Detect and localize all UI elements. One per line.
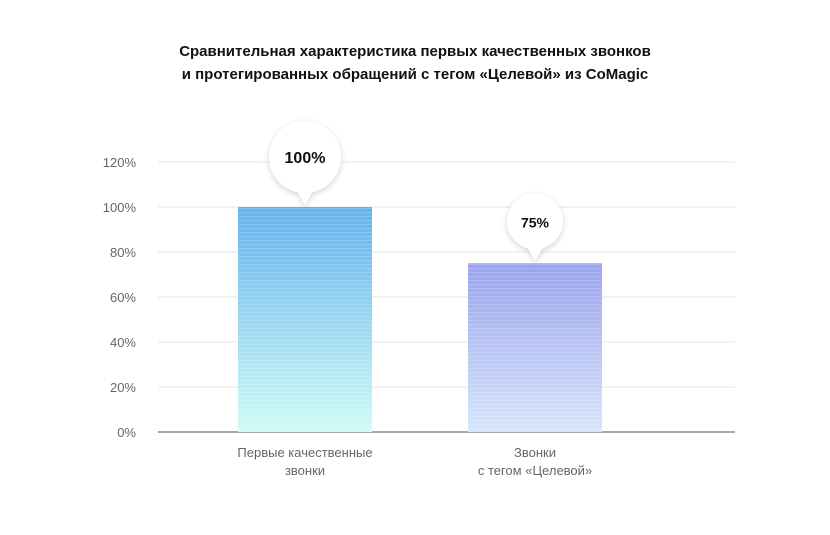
data-label: 100% [285, 150, 326, 167]
data-label-bubble [507, 193, 563, 262]
bubble-circle [269, 121, 341, 193]
bubble-pointer [296, 189, 314, 205]
grid-layer: 0% 20% 40% 60% 80% 100% 120% [103, 155, 735, 440]
y-tick-label: 80% [110, 245, 136, 260]
y-tick-label: 100% [103, 200, 137, 215]
chart-title: Сравнительная характеристика первых каче… [0, 40, 830, 86]
y-tick-label: 40% [110, 335, 136, 350]
chart-title-line-2: и протегированных обращений с тегом «Цел… [181, 66, 649, 83]
label-layer: Первые качественные звонки 100% Звонки с тег… [237, 121, 592, 478]
x-tick-label: Звонки [514, 445, 556, 460]
x-tick-label: Первые качественные [237, 445, 372, 460]
y-tick-label: 0% [117, 425, 136, 440]
y-tick-label: 60% [110, 290, 136, 305]
data-label: 75% [521, 214, 550, 230]
y-tick-label: 120% [103, 155, 137, 170]
bubble-pointer [526, 245, 544, 262]
y-tick-label: 20% [110, 380, 136, 395]
data-label-bubble [269, 121, 341, 205]
bubble-circle [507, 193, 563, 250]
x-tick-label: звонки [285, 463, 325, 478]
bar-stripes [468, 263, 602, 432]
bar-stripes [238, 207, 372, 432]
chart-title-line-1: Сравнительная характеристика первых каче… [179, 43, 651, 60]
x-tick-label: с тегом «Целевой» [478, 463, 592, 478]
bar-layer [238, 207, 602, 432]
